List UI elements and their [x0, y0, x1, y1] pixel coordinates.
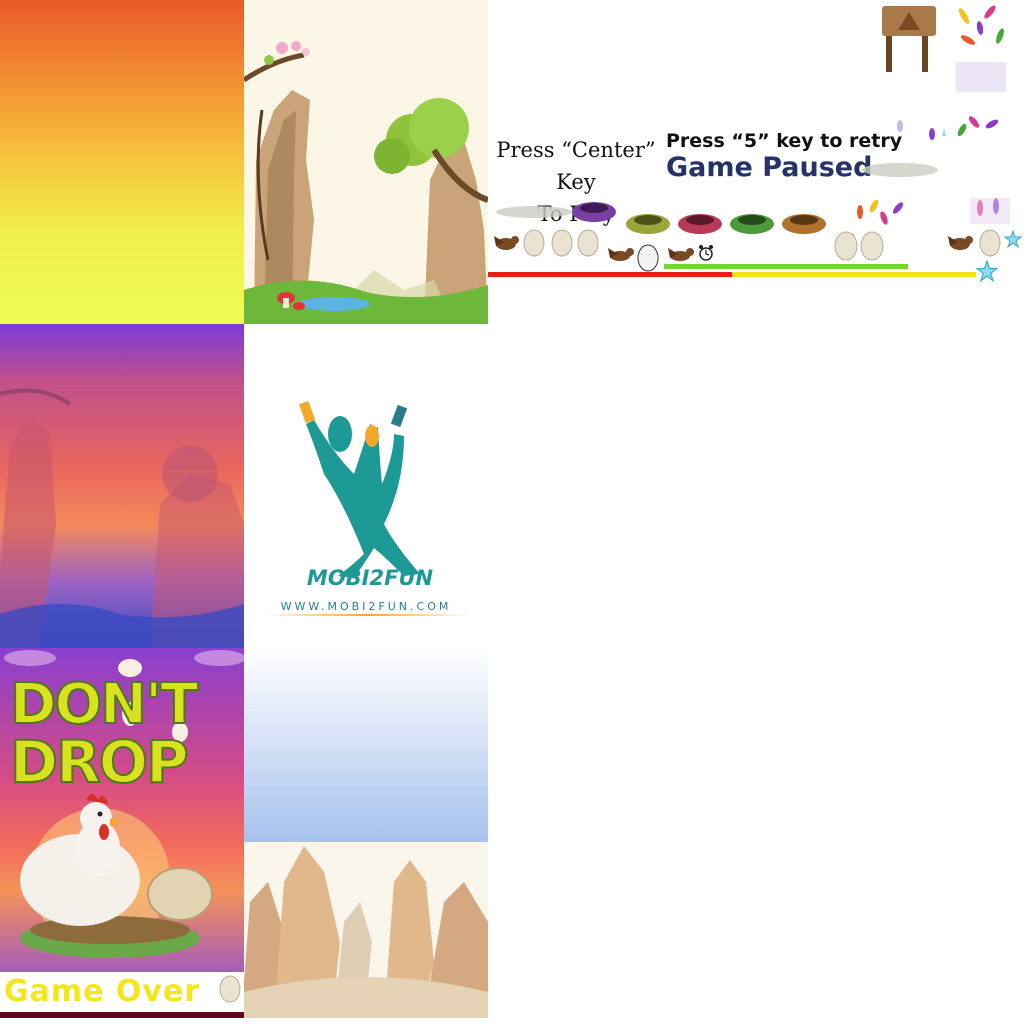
game-over-banner — [0, 972, 244, 1018]
landscape-scene — [244, 41, 488, 324]
yellow-progress-bar — [732, 272, 976, 277]
bird-icon — [944, 228, 974, 256]
egg-icon — [832, 230, 888, 262]
star-icon — [976, 260, 998, 282]
signpost-icon — [880, 0, 940, 72]
egg-icon — [978, 228, 1002, 258]
feather-burst-sprite — [944, 0, 1024, 100]
paused-label: Game Paused — [666, 152, 873, 183]
title-screen-background: DON'T — [0, 648, 244, 972]
feather-sparkle-sprite — [888, 108, 1008, 148]
nest-icon — [626, 214, 670, 234]
nest-icon — [572, 202, 616, 222]
egg-icon — [522, 228, 602, 258]
nest-icon — [678, 214, 722, 234]
retry-prompt: Press “5” key to retry — [666, 130, 903, 152]
nest-icon — [782, 214, 826, 234]
egg-icon — [218, 974, 242, 1004]
green-progress-bar — [664, 264, 908, 269]
alarm-clock-icon — [697, 244, 715, 262]
hen-icon — [4, 650, 244, 958]
mascot-logo-icon — [298, 400, 420, 578]
mountains-background — [244, 842, 488, 1018]
cloud-icon — [860, 160, 940, 180]
brand-splash — [244, 324, 488, 648]
sunset-background — [0, 324, 244, 648]
bird-icon — [490, 228, 520, 256]
brand-rule-divider — [262, 614, 472, 616]
nest-row — [572, 198, 832, 246]
red-progress-bar — [488, 272, 732, 277]
landscape-background — [244, 0, 488, 324]
nest-icon — [730, 214, 774, 234]
start-prompt-line1: Press “Center” Key — [496, 138, 656, 194]
game-over-underline — [0, 1012, 244, 1018]
feather-icon — [850, 194, 910, 230]
title-logo-line1-display: DON'T — [9, 671, 199, 738]
brand-wordmark: MOBI2FUN — [306, 566, 434, 590]
egg-icon — [636, 242, 660, 272]
star-icon — [1004, 230, 1022, 248]
sky-gradient-background — [244, 648, 488, 842]
bird-icon — [604, 242, 634, 270]
title-logo-line2: DROP — [9, 727, 190, 797]
brand-url: WWW.MOBI2FUN.COM — [280, 600, 452, 613]
game-over-label: Game Over — [4, 974, 201, 1009]
cloud-icon — [494, 202, 574, 222]
warm-gradient-background — [0, 0, 244, 324]
feather-sparkle-sprite — [966, 190, 1016, 226]
bird-icon — [664, 242, 694, 270]
